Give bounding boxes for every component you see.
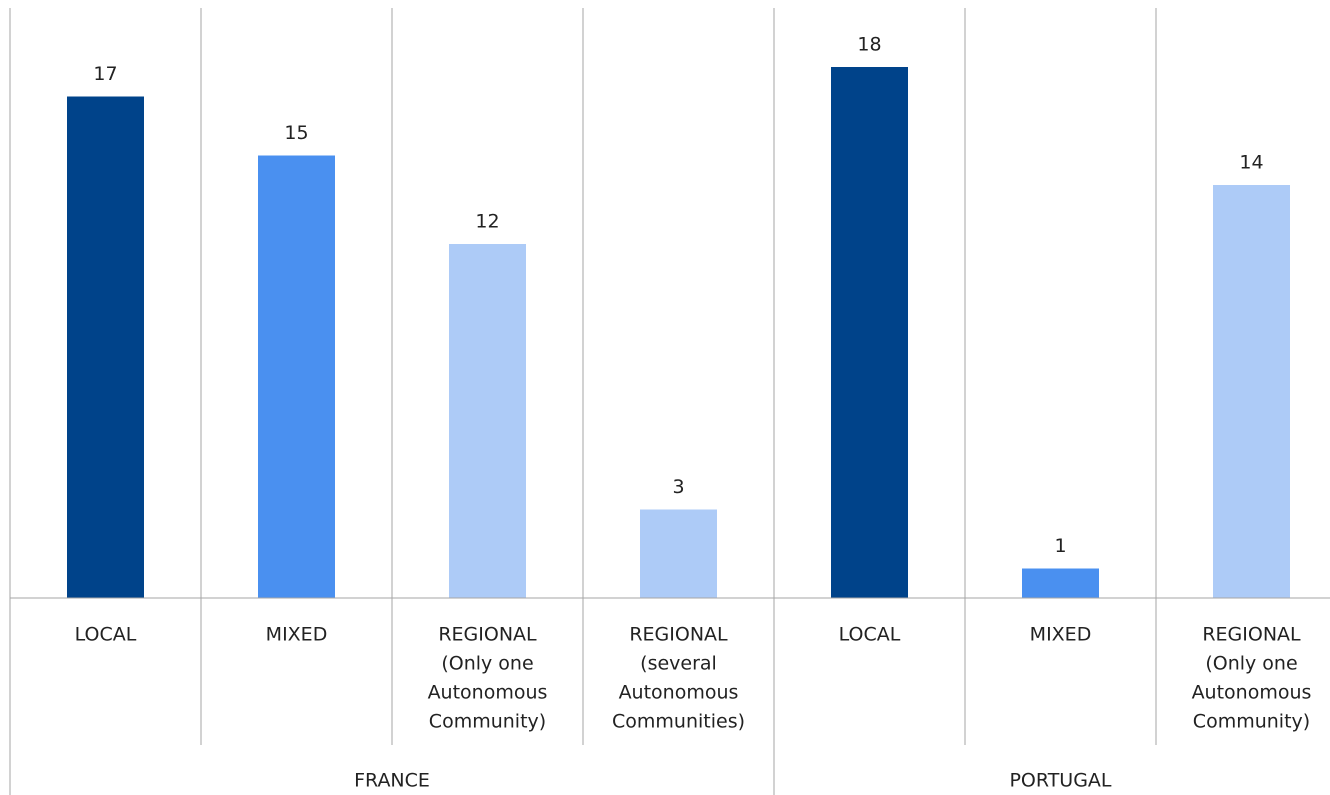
value-label: 14	[1239, 152, 1263, 174]
x-tick-label: REGIONAL	[1202, 624, 1301, 646]
bar	[258, 155, 335, 598]
x-tick-label: LOCAL	[75, 624, 137, 646]
value-label: 1	[1054, 535, 1066, 557]
x-tick-label: Community)	[1193, 711, 1310, 733]
x-tick-label: Communities)	[612, 711, 745, 733]
x-tick-label: REGIONAL	[629, 624, 728, 646]
group-label: FRANCE	[354, 770, 430, 792]
x-tick-label: MIXED	[266, 624, 328, 646]
bar	[1213, 185, 1290, 598]
bar	[67, 96, 144, 598]
x-tick-label: Community)	[429, 711, 546, 733]
bar	[640, 509, 717, 598]
value-label: 12	[475, 211, 499, 233]
x-tick-label: Autonomous	[428, 682, 548, 704]
bar	[449, 244, 526, 598]
value-label: 17	[93, 63, 117, 85]
x-tick-label: (Only one	[1205, 653, 1297, 675]
x-tick-label: (several	[640, 653, 717, 675]
x-tick-label: MIXED	[1030, 624, 1092, 646]
x-tick-label: Autonomous	[619, 682, 739, 704]
x-tick-label: LOCAL	[839, 624, 901, 646]
bar	[831, 67, 908, 598]
value-label: 18	[857, 34, 881, 56]
value-label: 3	[672, 476, 684, 498]
x-tick-label: REGIONAL	[438, 624, 537, 646]
group-label: PORTUGAL	[1009, 770, 1111, 792]
bar	[1022, 568, 1099, 598]
x-tick-label: Autonomous	[1192, 682, 1312, 704]
x-tick-label: (Only one	[441, 653, 533, 675]
value-label: 15	[284, 122, 308, 144]
